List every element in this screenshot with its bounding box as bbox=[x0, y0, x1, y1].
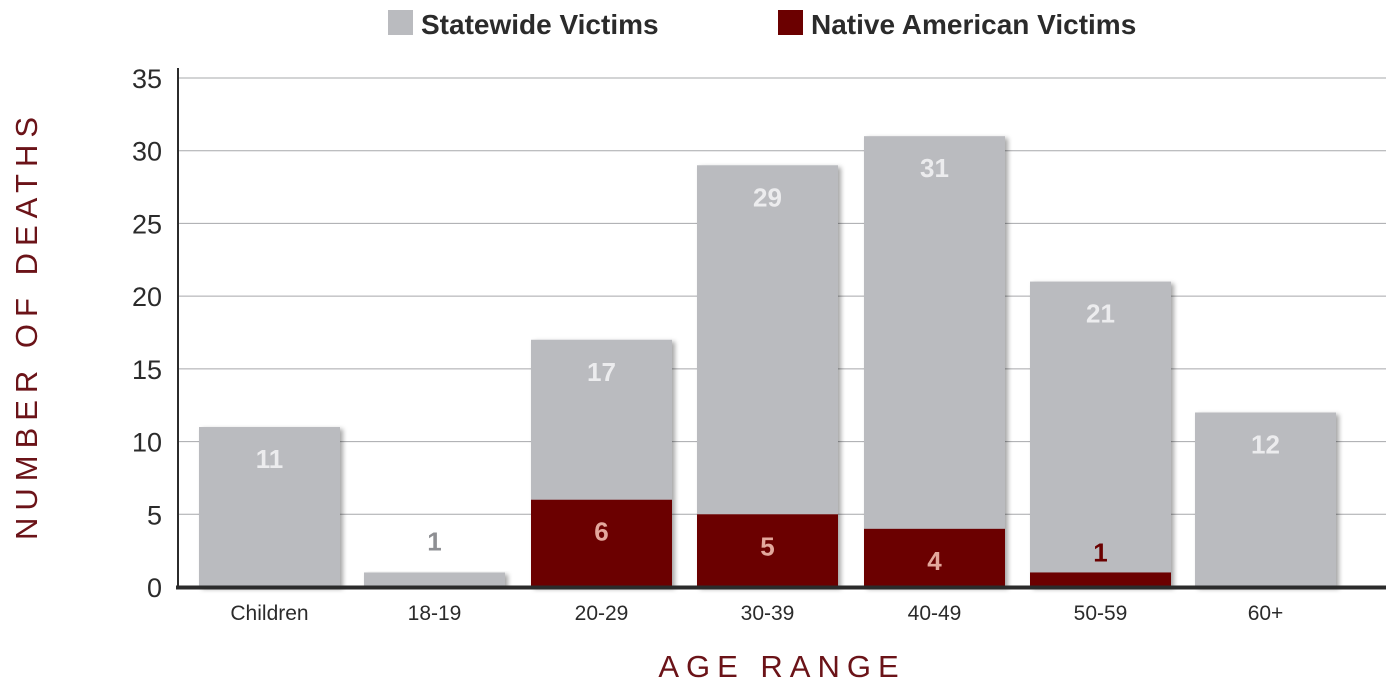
x-category-label: 20-29 bbox=[575, 602, 629, 625]
x-category-label: 60+ bbox=[1248, 602, 1284, 625]
data-label-statewide: 12 bbox=[1251, 429, 1280, 459]
data-label-native-american: 6 bbox=[594, 517, 608, 547]
y-tick-label: 5 bbox=[147, 500, 162, 530]
data-label-statewide: 11 bbox=[256, 444, 284, 474]
bar-native-american bbox=[531, 499, 672, 587]
legend: Statewide Victims Native American Victim… bbox=[388, 9, 1136, 40]
legend-swatch-native bbox=[778, 10, 803, 35]
bar-statewide bbox=[864, 136, 1005, 587]
x-category-label: 18-19 bbox=[408, 602, 462, 625]
x-axis-categories: Children 18-19 20-29 30-39 40-49 50-59 60+ bbox=[230, 602, 1283, 625]
y-tick-label: 0 bbox=[147, 573, 162, 603]
legend-label-statewide: Statewide Victims bbox=[421, 9, 659, 40]
bar-native-american bbox=[697, 514, 838, 587]
bar-native-american bbox=[864, 528, 1005, 587]
y-tick-label: 10 bbox=[132, 428, 162, 458]
bars bbox=[199, 136, 1336, 587]
bar-statewide bbox=[1030, 281, 1171, 587]
x-category-label: 30-39 bbox=[741, 602, 795, 625]
bar-statewide bbox=[1195, 412, 1336, 587]
legend-swatch-statewide bbox=[388, 10, 413, 35]
y-tick-label: 25 bbox=[132, 209, 162, 239]
y-tick-label: 30 bbox=[132, 137, 162, 167]
x-category-label: 40-49 bbox=[908, 602, 962, 625]
y-tick-label: 15 bbox=[132, 355, 162, 385]
bar-statewide bbox=[364, 572, 505, 587]
data-label-native-american: 5 bbox=[760, 531, 774, 561]
x-category-label: 50-59 bbox=[1074, 602, 1128, 625]
data-label-statewide: 31 bbox=[920, 153, 949, 183]
x-axis-title: AGE RANGE bbox=[658, 649, 905, 681]
y-axis-title: NUMBER OF DEATHS bbox=[9, 110, 44, 540]
bar-statewide bbox=[199, 427, 340, 587]
data-label-statewide: 21 bbox=[1086, 299, 1115, 329]
y-tick-label: 20 bbox=[132, 282, 162, 312]
data-label-statewide: 1 bbox=[427, 526, 441, 556]
bar-native-american bbox=[1030, 572, 1171, 587]
y-tick-label: 35 bbox=[132, 64, 162, 94]
data-label-native-american: 4 bbox=[927, 546, 942, 576]
y-axis-ticks: 0 5 10 15 20 25 30 35 bbox=[132, 64, 162, 603]
data-label-statewide: 29 bbox=[753, 182, 782, 212]
data-label-statewide: 17 bbox=[587, 357, 616, 387]
data-label-native-american: 1 bbox=[1093, 537, 1107, 567]
legend-label-native: Native American Victims bbox=[811, 9, 1136, 40]
x-category-label: Children bbox=[230, 602, 308, 625]
